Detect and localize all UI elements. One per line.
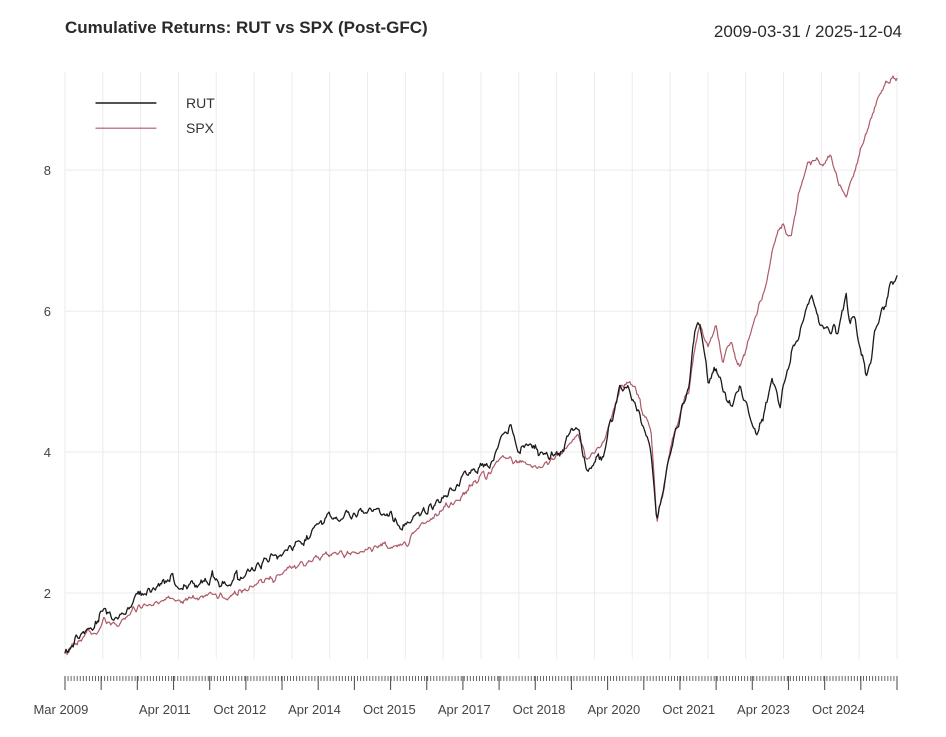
svg-text:Mar 2009: Mar 2009 bbox=[33, 702, 88, 717]
svg-text:RUT: RUT bbox=[186, 95, 215, 111]
svg-text:Apr 2017: Apr 2017 bbox=[438, 702, 491, 717]
svg-text:8: 8 bbox=[44, 163, 51, 178]
svg-text:Apr 2023: Apr 2023 bbox=[737, 702, 790, 717]
svg-text:Oct 2021: Oct 2021 bbox=[662, 702, 715, 717]
svg-text:Oct 2018: Oct 2018 bbox=[513, 702, 566, 717]
svg-text:Apr 2011: Apr 2011 bbox=[139, 702, 191, 717]
svg-text:6: 6 bbox=[44, 304, 51, 319]
svg-text:Oct 2012: Oct 2012 bbox=[213, 702, 266, 717]
svg-text:4: 4 bbox=[44, 445, 51, 460]
svg-text:Oct 2024: Oct 2024 bbox=[812, 702, 865, 717]
svg-text:Apr 2020: Apr 2020 bbox=[588, 702, 641, 717]
svg-text:2: 2 bbox=[44, 586, 51, 601]
svg-text:Apr 2014: Apr 2014 bbox=[288, 702, 341, 717]
svg-text:SPX: SPX bbox=[186, 120, 215, 136]
svg-text:Oct 2015: Oct 2015 bbox=[363, 702, 416, 717]
